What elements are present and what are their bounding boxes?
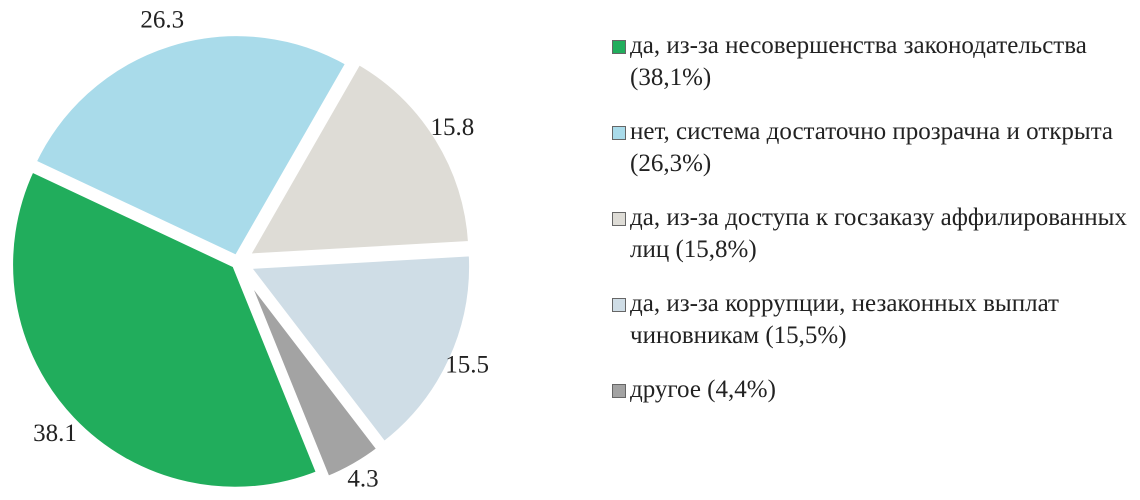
legend-label: да, из-за доступа к госзаказу аффилирова… [630, 202, 1137, 266]
data-label: 4.3 [347, 466, 378, 493]
legend-item: да, из-за доступа к госзаказу аффилирова… [612, 202, 1137, 266]
legend-swatch [612, 212, 626, 226]
data-label: 38.1 [33, 420, 77, 447]
legend-item: нет, система достаточно прозрачна и откр… [612, 116, 1137, 180]
data-label: 15.8 [430, 114, 474, 141]
legend-item: да, из-за коррупции, незаконных выплат ч… [612, 288, 1137, 352]
legend-label: нет, система достаточно прозрачна и откр… [630, 116, 1137, 180]
legend-swatch [612, 384, 626, 398]
legend-label: да, из-за коррупции, незаконных выплат ч… [630, 288, 1137, 352]
legend: да, из-за несовершенства законодательств… [612, 30, 1137, 428]
data-label: 26.3 [140, 6, 184, 33]
legend-item: другое (4,4%) [612, 374, 1137, 406]
legend-swatch [612, 40, 626, 54]
legend-label: да, из-за несовершенства законодательств… [630, 30, 1137, 94]
legend-item: да, из-за несовершенства законодательств… [612, 30, 1137, 94]
legend-label: другое (4,4%) [630, 374, 776, 406]
legend-swatch [612, 126, 626, 140]
chart: 38.1 26.3 15.8 15.5 4.3 да, из-за несовершен… [0, 0, 1140, 500]
data-label: 15.5 [445, 352, 489, 379]
legend-swatch [612, 298, 626, 312]
pie-area: 38.1 26.3 15.8 15.5 4.3 [0, 0, 590, 500]
